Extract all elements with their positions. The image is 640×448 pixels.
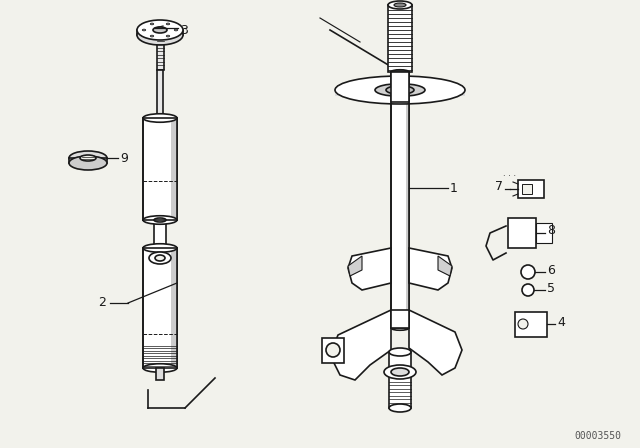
Text: 1: 1 <box>450 181 458 194</box>
Text: 9: 9 <box>120 151 128 164</box>
Text: 5: 5 <box>547 281 555 294</box>
Ellipse shape <box>388 1 412 9</box>
Ellipse shape <box>174 29 178 31</box>
Ellipse shape <box>375 84 425 96</box>
Ellipse shape <box>391 326 409 330</box>
Ellipse shape <box>389 348 411 356</box>
Bar <box>522 184 532 194</box>
Ellipse shape <box>166 35 170 37</box>
Bar <box>143 248 177 368</box>
Ellipse shape <box>335 76 465 104</box>
Bar <box>515 312 547 337</box>
Bar <box>391 72 409 328</box>
Ellipse shape <box>154 218 166 222</box>
Polygon shape <box>330 310 391 380</box>
Bar <box>391 72 409 328</box>
Ellipse shape <box>137 20 183 40</box>
Bar <box>137 30 183 35</box>
Ellipse shape <box>143 244 177 252</box>
Bar <box>143 248 177 368</box>
Bar <box>171 118 177 220</box>
Circle shape <box>522 284 534 296</box>
Ellipse shape <box>386 86 414 94</box>
Ellipse shape <box>150 35 154 37</box>
Bar <box>518 180 544 198</box>
Ellipse shape <box>384 365 416 379</box>
Ellipse shape <box>69 156 107 170</box>
Circle shape <box>518 319 528 329</box>
Polygon shape <box>348 256 362 276</box>
Ellipse shape <box>143 216 177 224</box>
Bar <box>388 5 412 72</box>
Bar <box>391 72 409 102</box>
Polygon shape <box>409 248 452 290</box>
Ellipse shape <box>393 87 407 92</box>
Bar <box>322 338 344 363</box>
Text: 7: 7 <box>495 181 503 194</box>
Text: 00003550: 00003550 <box>575 431 621 441</box>
Ellipse shape <box>149 252 171 264</box>
Ellipse shape <box>153 27 167 33</box>
Bar <box>143 118 177 220</box>
Ellipse shape <box>143 364 177 372</box>
Bar <box>536 223 552 243</box>
Bar <box>157 70 163 118</box>
Ellipse shape <box>142 29 146 31</box>
Bar <box>389 352 411 408</box>
Ellipse shape <box>137 25 183 45</box>
Bar <box>406 72 409 328</box>
Bar <box>335 90 465 96</box>
Ellipse shape <box>150 23 154 25</box>
Ellipse shape <box>143 114 177 122</box>
Text: 4: 4 <box>557 315 565 328</box>
Ellipse shape <box>166 23 170 25</box>
Circle shape <box>521 265 535 279</box>
Bar <box>156 368 164 380</box>
Bar <box>157 40 163 70</box>
Circle shape <box>326 343 340 357</box>
Ellipse shape <box>155 255 165 261</box>
Text: 3: 3 <box>180 23 188 36</box>
Bar <box>69 158 107 163</box>
Ellipse shape <box>80 155 96 161</box>
Bar <box>143 118 177 220</box>
Polygon shape <box>438 256 452 276</box>
Text: 6: 6 <box>547 263 555 276</box>
Text: 2: 2 <box>98 297 106 310</box>
Ellipse shape <box>391 70 409 74</box>
Bar <box>171 248 177 368</box>
Ellipse shape <box>69 151 107 165</box>
Bar <box>154 220 166 248</box>
Text: · · ·: · · · <box>503 172 516 181</box>
Ellipse shape <box>394 3 406 7</box>
Polygon shape <box>409 310 462 375</box>
Polygon shape <box>348 248 391 290</box>
Bar <box>508 218 536 248</box>
Bar <box>391 310 409 328</box>
Ellipse shape <box>389 404 411 412</box>
Text: 8: 8 <box>547 224 555 237</box>
Ellipse shape <box>391 368 409 376</box>
